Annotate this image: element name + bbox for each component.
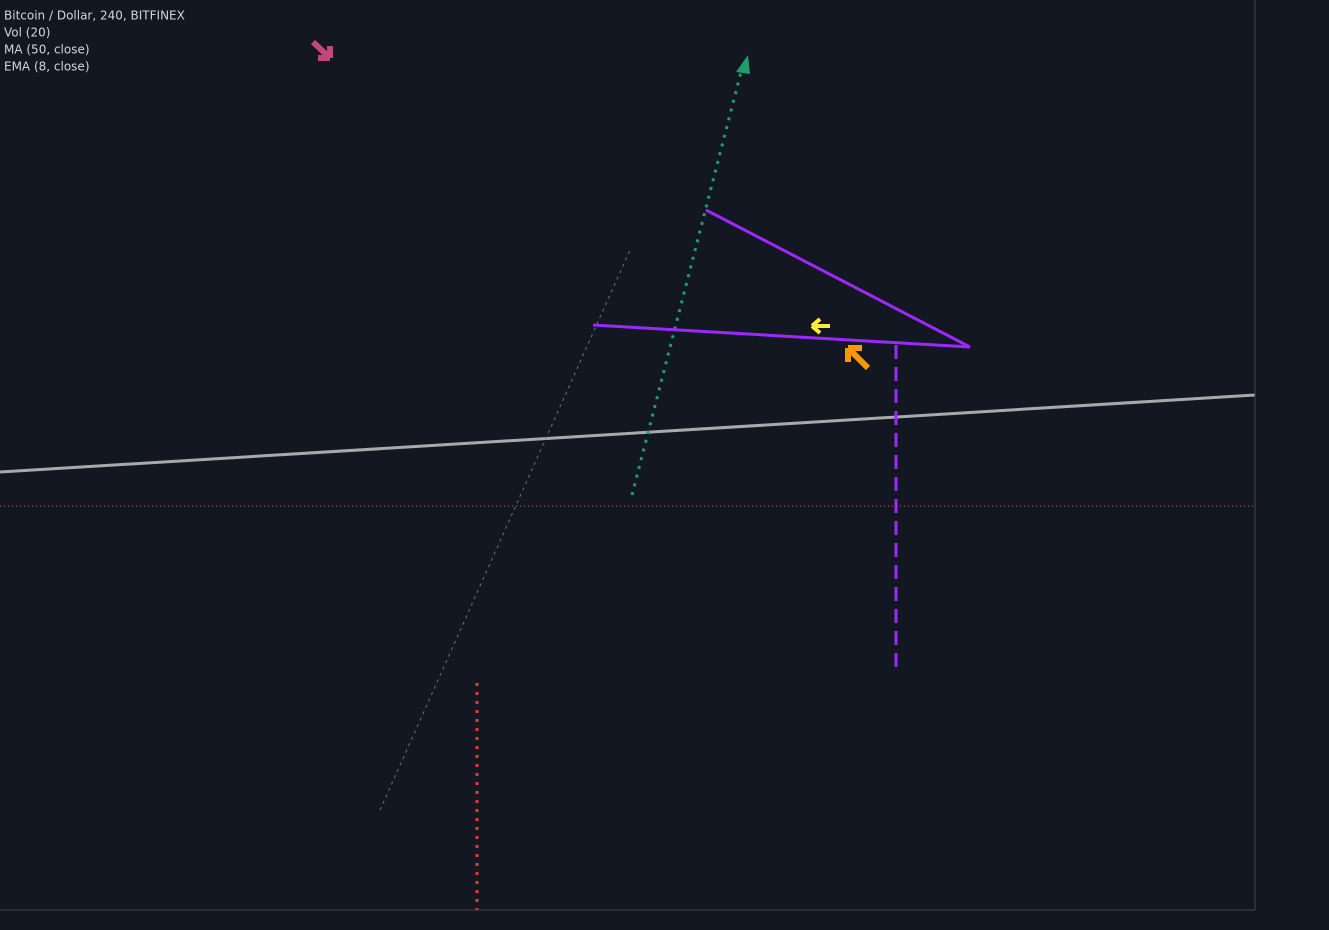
dashed-line [379,249,631,811]
symbol-title: Bitcoin / Dollar, 240, BITFINEX [4,9,185,23]
trend-line [0,393,1256,474]
arrow [310,39,333,61]
indicator-label: Vol (20) [4,26,50,40]
arrow [736,55,750,74]
indicator-label: EMA (8, close) [4,60,90,74]
arrow [810,317,830,335]
dotted-projection [630,67,744,496]
indicator-label: MA (50, close) [4,43,90,57]
triangle-line [705,208,971,349]
legend: Bitcoin / Dollar, 240, BITFINEX Vol (20)… [4,9,185,74]
arrow [845,345,871,371]
triangle-line [592,323,971,349]
